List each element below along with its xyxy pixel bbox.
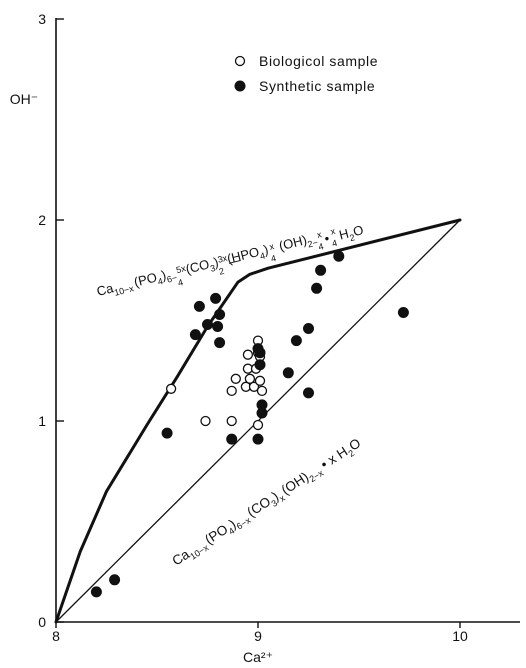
biological-sample-point [256, 385, 268, 397]
biological-sample-point [165, 383, 177, 394]
synthetic-sample-point [226, 433, 238, 445]
legend: Biologicol sample Synthetic sample [234, 53, 378, 94]
x-tick-label: 10 [452, 628, 468, 644]
synthetic-sample-point [189, 329, 201, 341]
legend-label-biological: Biologicol sample [259, 53, 378, 69]
synthetic-sample-point [193, 300, 205, 312]
synthetic-sample-point [202, 319, 213, 330]
y-tick-label: 2 [38, 212, 46, 228]
synthetic-sample-point [90, 586, 102, 598]
biological-sample-point [254, 375, 266, 386]
x-ticks: 8 9 10 [52, 622, 468, 644]
synthetic-sample-point [303, 387, 314, 399]
synthetic-sample-point [282, 367, 294, 379]
legend-item-synthetic: Synthetic sample [234, 78, 375, 94]
filled-circle-icon [234, 80, 246, 92]
biological-sample-point [226, 415, 237, 427]
upper-formula-fraction-bars [228, 260, 241, 264]
legend-item-biological: Biologicol sample [234, 53, 378, 69]
synthetic-sample-point [210, 292, 222, 304]
biological-sample-point [230, 373, 241, 384]
axes [55, 18, 520, 623]
biological-sample-point [244, 373, 256, 384]
synthetic-sample-point [254, 347, 266, 359]
synthetic-sample-point [256, 399, 268, 411]
synthetic-sample-point [214, 309, 226, 320]
synthetic-sample-point [290, 335, 302, 347]
y-tick-label: 1 [38, 413, 46, 429]
synthetic-sample-point [397, 307, 409, 318]
synthetic-sample-point [303, 323, 314, 334]
synthetic-sample-point [252, 433, 264, 445]
x-tick-label: 8 [52, 628, 60, 644]
synthetic-sample-point [311, 282, 323, 294]
biological-sample-point [200, 415, 211, 427]
x-axis-label: Ca²⁺ [243, 649, 273, 665]
upper-boundary-curve [54, 218, 462, 624]
y-tick-label: 3 [38, 11, 46, 27]
y-axis-label: OH⁻ [10, 91, 38, 107]
data-points [90, 250, 409, 598]
biological-sample-point [242, 349, 254, 360]
y-ticks: 0 1 2 3 [38, 11, 64, 630]
synthetic-sample-point [315, 264, 327, 276]
open-circle-icon [234, 55, 246, 67]
lower-formula-annotation: Ca10−x(PO4)6−x(CO3)x(OH)2−x• x H2O [169, 435, 364, 571]
synthetic-sample-point [333, 250, 345, 262]
biological-sample-point [226, 385, 237, 397]
synthetic-sample-point [212, 321, 224, 332]
biological-sample-point [252, 419, 264, 431]
synthetic-sample-point [254, 359, 266, 371]
synthetic-sample-point [214, 337, 226, 349]
biological-sample-point [248, 381, 260, 392]
legend-label-synthetic: Synthetic sample [259, 78, 375, 94]
y-tick-label: 0 [38, 614, 46, 630]
x-tick-label: 9 [254, 628, 262, 644]
synthetic-sample-point [161, 427, 173, 439]
synthetic-sample-point [109, 574, 121, 586]
